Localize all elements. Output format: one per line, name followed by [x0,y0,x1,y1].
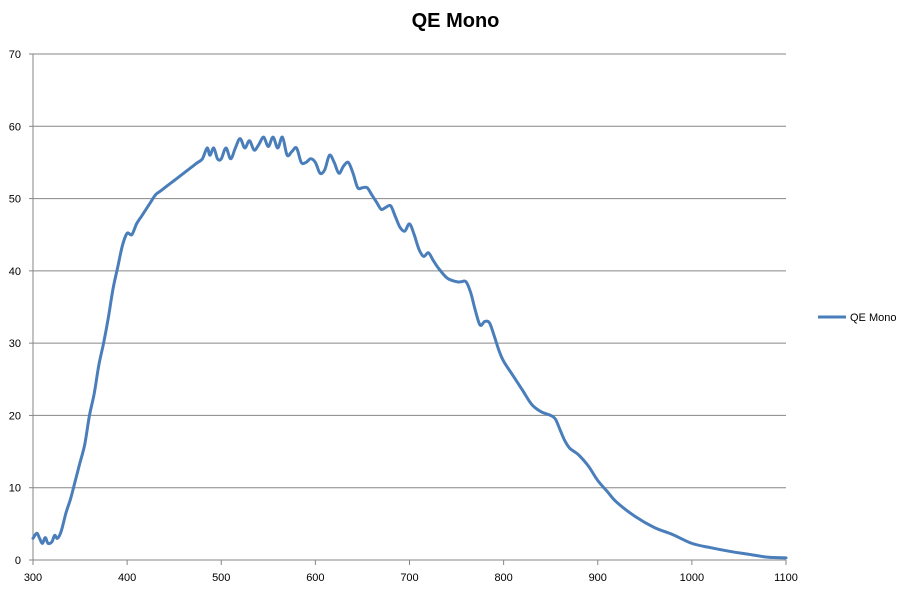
y-tick-label: 40 [9,266,21,278]
y-tick-label: 30 [9,338,21,350]
y-tick-label: 10 [9,483,21,495]
x-tick-label: 1000 [680,572,704,584]
y-tick-label: 0 [15,555,21,567]
x-tick-label: 600 [306,572,324,584]
y-tick-label: 60 [9,121,21,133]
x-tick-label: 300 [24,572,42,584]
x-tick-label: 500 [212,572,230,584]
y-tick-label: 20 [9,410,21,422]
x-tick-label: 700 [400,572,418,584]
legend: QE Mono [818,312,896,324]
y-tick-label: 50 [9,194,21,206]
x-tick-label: 400 [118,572,136,584]
x-tick-label: 800 [494,572,512,584]
x-tick-label: 900 [589,572,607,584]
chart-title: QE Mono [411,10,500,32]
x-tick-label: 1100 [774,572,798,584]
legend-label: QE Mono [850,312,896,324]
grid-layer [33,53,786,489]
axis-layer: 0 10 20 30 40 50 60 70 300 400 500 600 700 800 900 1000… [9,49,798,584]
series-layer [31,135,788,560]
y-tick-label: 70 [9,49,21,61]
series-line-qe-mono [31,135,788,560]
